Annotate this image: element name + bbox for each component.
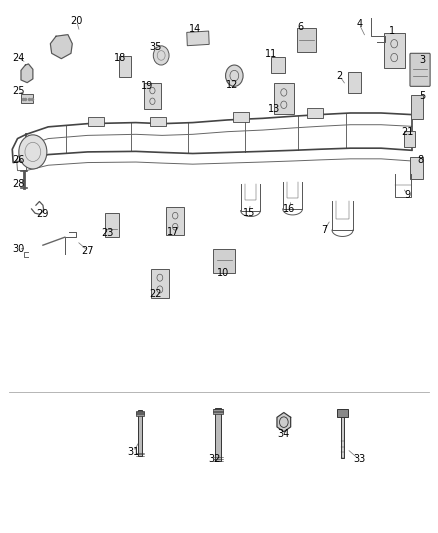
Text: 23: 23 [101,229,113,238]
Text: 18: 18 [114,53,127,62]
Bar [166,207,184,235]
Text: 15: 15 [243,208,255,218]
Polygon shape [50,35,72,59]
Text: 28: 28 [12,179,25,189]
Bar [341,409,344,458]
Bar [233,112,249,122]
Bar [348,72,361,93]
Bar [297,28,316,52]
Text: 24: 24 [12,53,25,62]
Bar [307,108,323,118]
Text: 16: 16 [283,204,295,214]
Bar [105,213,119,237]
Text: 2: 2 [336,71,343,80]
Polygon shape [277,413,291,432]
Circle shape [153,46,169,65]
Text: 8: 8 [417,155,424,165]
Text: 22: 22 [149,289,162,299]
Circle shape [19,135,47,169]
Text: 33: 33 [353,455,365,464]
Bar [151,269,169,298]
Text: 30: 30 [12,245,25,254]
Text: 14: 14 [189,25,201,34]
Text: 12: 12 [226,80,238,90]
Text: 7: 7 [321,225,327,235]
Text: 34: 34 [278,430,290,439]
Circle shape [226,65,243,86]
Text: 25: 25 [12,86,25,95]
Text: 13: 13 [268,104,280,114]
Text: 27: 27 [81,246,94,255]
Text: 19: 19 [141,82,153,91]
Bar [215,408,221,461]
Bar [144,83,161,109]
Text: 10: 10 [217,268,230,278]
Bar [384,33,405,68]
Text: 9: 9 [404,190,410,199]
Bar [411,94,423,118]
Text: 20: 20 [71,17,83,26]
Text: 29: 29 [37,209,49,219]
Text: 32: 32 [208,455,221,464]
Text: 26: 26 [12,155,25,165]
Bar [410,157,423,179]
Bar [150,117,166,126]
Bar [274,83,294,114]
Bar [119,56,131,77]
Bar [271,57,285,73]
Text: 11: 11 [265,50,278,59]
FancyBboxPatch shape [410,53,430,86]
Bar [336,409,349,417]
Text: 21: 21 [401,127,413,137]
Text: 3: 3 [420,55,426,64]
Text: 17: 17 [167,227,179,237]
Bar [88,117,104,126]
Bar [21,94,33,103]
Text: 5: 5 [420,91,426,101]
Text: 6: 6 [297,22,303,31]
Bar [138,410,142,456]
Text: 31: 31 [127,447,140,457]
Bar [136,411,144,416]
Bar [213,249,235,273]
Polygon shape [21,64,33,83]
Bar [213,409,223,414]
Text: 4: 4 [356,19,362,29]
Bar [187,31,209,46]
Bar [404,131,415,147]
Text: 35: 35 [149,42,162,52]
Text: 1: 1 [389,26,395,36]
